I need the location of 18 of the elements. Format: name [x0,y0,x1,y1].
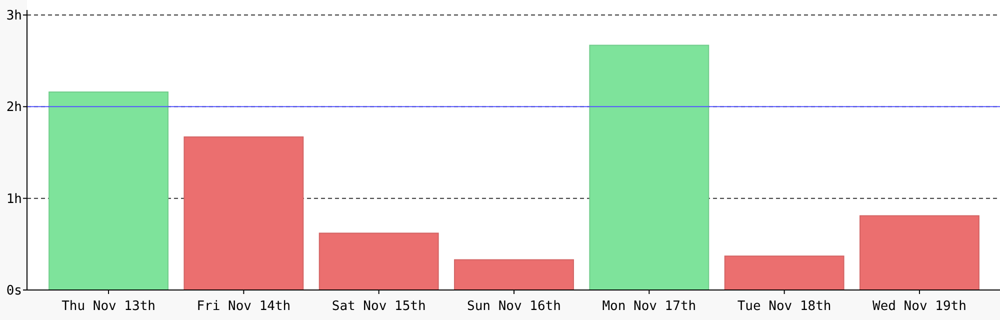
x-tick-label: Wed Nov 19th [872,299,966,314]
bar [318,232,439,290]
x-tick-label: Thu Nov 13th [62,299,156,314]
y-tick-label: 2h [6,100,22,116]
x-tick-label: Sat Nov 15th [332,299,426,314]
y-tick-label: 1h [6,192,22,207]
bar [454,259,574,290]
bar [184,136,304,290]
bar [48,92,168,290]
x-tick-label: Sun Nov 16th [467,299,561,314]
bar [589,44,710,290]
bar [724,256,844,290]
x-tick-label: Mon Nov 17th [602,299,696,314]
y-tick-label: 3h [6,8,22,24]
y-tick-label: 0s [6,284,22,299]
x-tick-label: Fri Nov 14th [196,299,291,314]
x-tick-label: Tue Nov 18th [737,299,832,314]
bar [860,215,980,290]
